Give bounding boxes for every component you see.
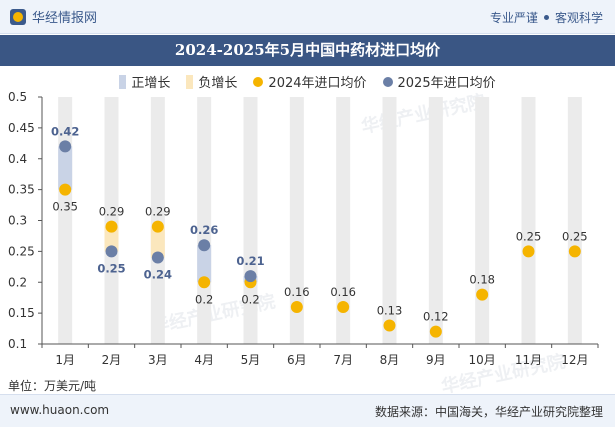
data-label-2024: 0.16 [330,285,356,299]
y-tick-label: 0.2 [8,275,27,289]
point-2024 [290,300,303,313]
y-tick-label: 0.45 [8,121,35,135]
unit-label: 单位：万美元/吨 [8,379,97,393]
data-label-2024: 0.2 [195,292,213,306]
point-2024 [476,288,489,301]
logo-icon [10,8,26,25]
data-label-2024: 0.35 [52,200,78,214]
x-tick-label: 4月 [194,353,214,367]
x-tick-label: 9月 [426,353,446,367]
chart-legend: 正增长 负增长 2024年进口均价 2025年进口均价 [0,72,615,91]
y-tick-label: 0.3 [8,214,27,228]
x-tick-label: 11月 [515,353,542,367]
slogan: 专业严谨 客观科学 [490,9,603,26]
point-2024 [522,245,535,258]
x-tick-label: 10月 [469,353,496,367]
chart-title: 2024-2025年5月中国中药材进口均价 [0,35,615,66]
positive-change-bar [58,146,73,190]
point-2025 [244,270,257,283]
y-tick-label: 0.25 [8,244,35,258]
brand: 华经情报网 [10,7,97,26]
y-tick-label: 0.15 [8,306,35,320]
data-label-2024: 0.13 [377,303,403,317]
background-column [197,97,212,344]
point-2025 [198,239,211,252]
data-label-2024: 0.2 [241,292,259,306]
top-bar: 华经情报网 专业严谨 客观科学 [0,0,615,34]
background-column [382,97,397,344]
legend-swatch-2024 [253,76,264,87]
x-tick-label: 8月 [380,353,400,367]
negative-change-bar [104,226,119,252]
legend-swatch-2025 [382,76,393,87]
point-2024 [429,325,442,338]
legend-item-negative: 负增长 [186,72,237,91]
chart-area: 0.1 0.15 0.2 0.25 0.3 0.35 0.4 0.45 0.5 1月 2月 3月 4月 5… [8,90,599,367]
positive-change-bar [197,245,212,283]
background-column [104,97,119,344]
x-tick-label: 1月 [55,353,75,367]
background-column [150,97,165,344]
data-label-2025: 0.21 [236,254,264,268]
point-2024 [568,245,581,258]
x-tick-label: 12月 [561,353,588,367]
x-tick-label: 7月 [333,353,353,367]
brand-name: 华经情报网 [32,11,98,26]
point-2024 [383,319,396,332]
point-2024 [337,300,350,313]
y-tick-label: 0.35 [8,183,35,197]
point-2024 [198,276,211,289]
negative-change-bar [150,226,165,258]
slogan-left: 专业严谨 [489,11,538,25]
data-label-2025: 0.25 [97,261,125,275]
dot-icon [543,15,549,20]
legend-swatch-positive [119,74,127,89]
point-2025 [105,245,118,258]
data-label-2024: 0.18 [469,273,495,287]
footer: www.huaon.com 数据来源：中国海关，华经产业研究院整理 [0,394,615,427]
data-label-2024: 0.12 [423,310,449,324]
data-label-2025: 0.42 [51,124,79,138]
x-tick-label: 3月 [148,353,168,367]
data-label-2025: 0.24 [144,268,172,282]
legend-label-2025: 2025年进口均价 [397,76,496,91]
point-2024 [105,220,118,233]
background-column [475,97,490,344]
y-tick-label: 0.5 [8,90,27,104]
legend-item-2024: 2024年进口均价 [253,72,367,91]
legend-label-negative: 负增长 [198,76,238,91]
legend-label-positive: 正增长 [131,76,171,91]
legend-item-positive: 正增长 [119,72,170,91]
point-2025 [59,140,72,153]
source-text: 数据来源：中国海关，华经产业研究院整理 [374,405,603,419]
legend-item-2025: 2025年进口均价 [382,72,496,91]
background-column [243,97,258,344]
background-column [521,97,536,344]
background-column [567,97,582,344]
x-tick-label: 2月 [102,353,122,367]
background-column [289,97,304,344]
legend-swatch-negative [186,74,194,89]
background-column [336,97,351,344]
legend-label-2024: 2024年进口均价 [268,76,367,91]
y-tick-label: 0.4 [8,152,27,166]
point-2024 [151,220,164,233]
data-label-2024: 0.25 [516,229,542,243]
y-tick-label: 0.1 [8,337,27,351]
x-tick-label: 6月 [287,353,307,367]
website-text: www.huaon.com [10,403,110,417]
slogan-right: 客观科学 [554,11,603,25]
data-label-2024: 0.25 [562,229,588,243]
data-label-2024: 0.16 [284,285,310,299]
data-label-2024: 0.29 [99,205,125,219]
point-2025 [151,251,164,264]
data-label-2024: 0.29 [145,205,171,219]
x-tick-label: 5月 [241,353,261,367]
background-column [428,97,443,344]
point-2024 [59,183,72,196]
data-label-2025: 0.26 [190,223,218,237]
